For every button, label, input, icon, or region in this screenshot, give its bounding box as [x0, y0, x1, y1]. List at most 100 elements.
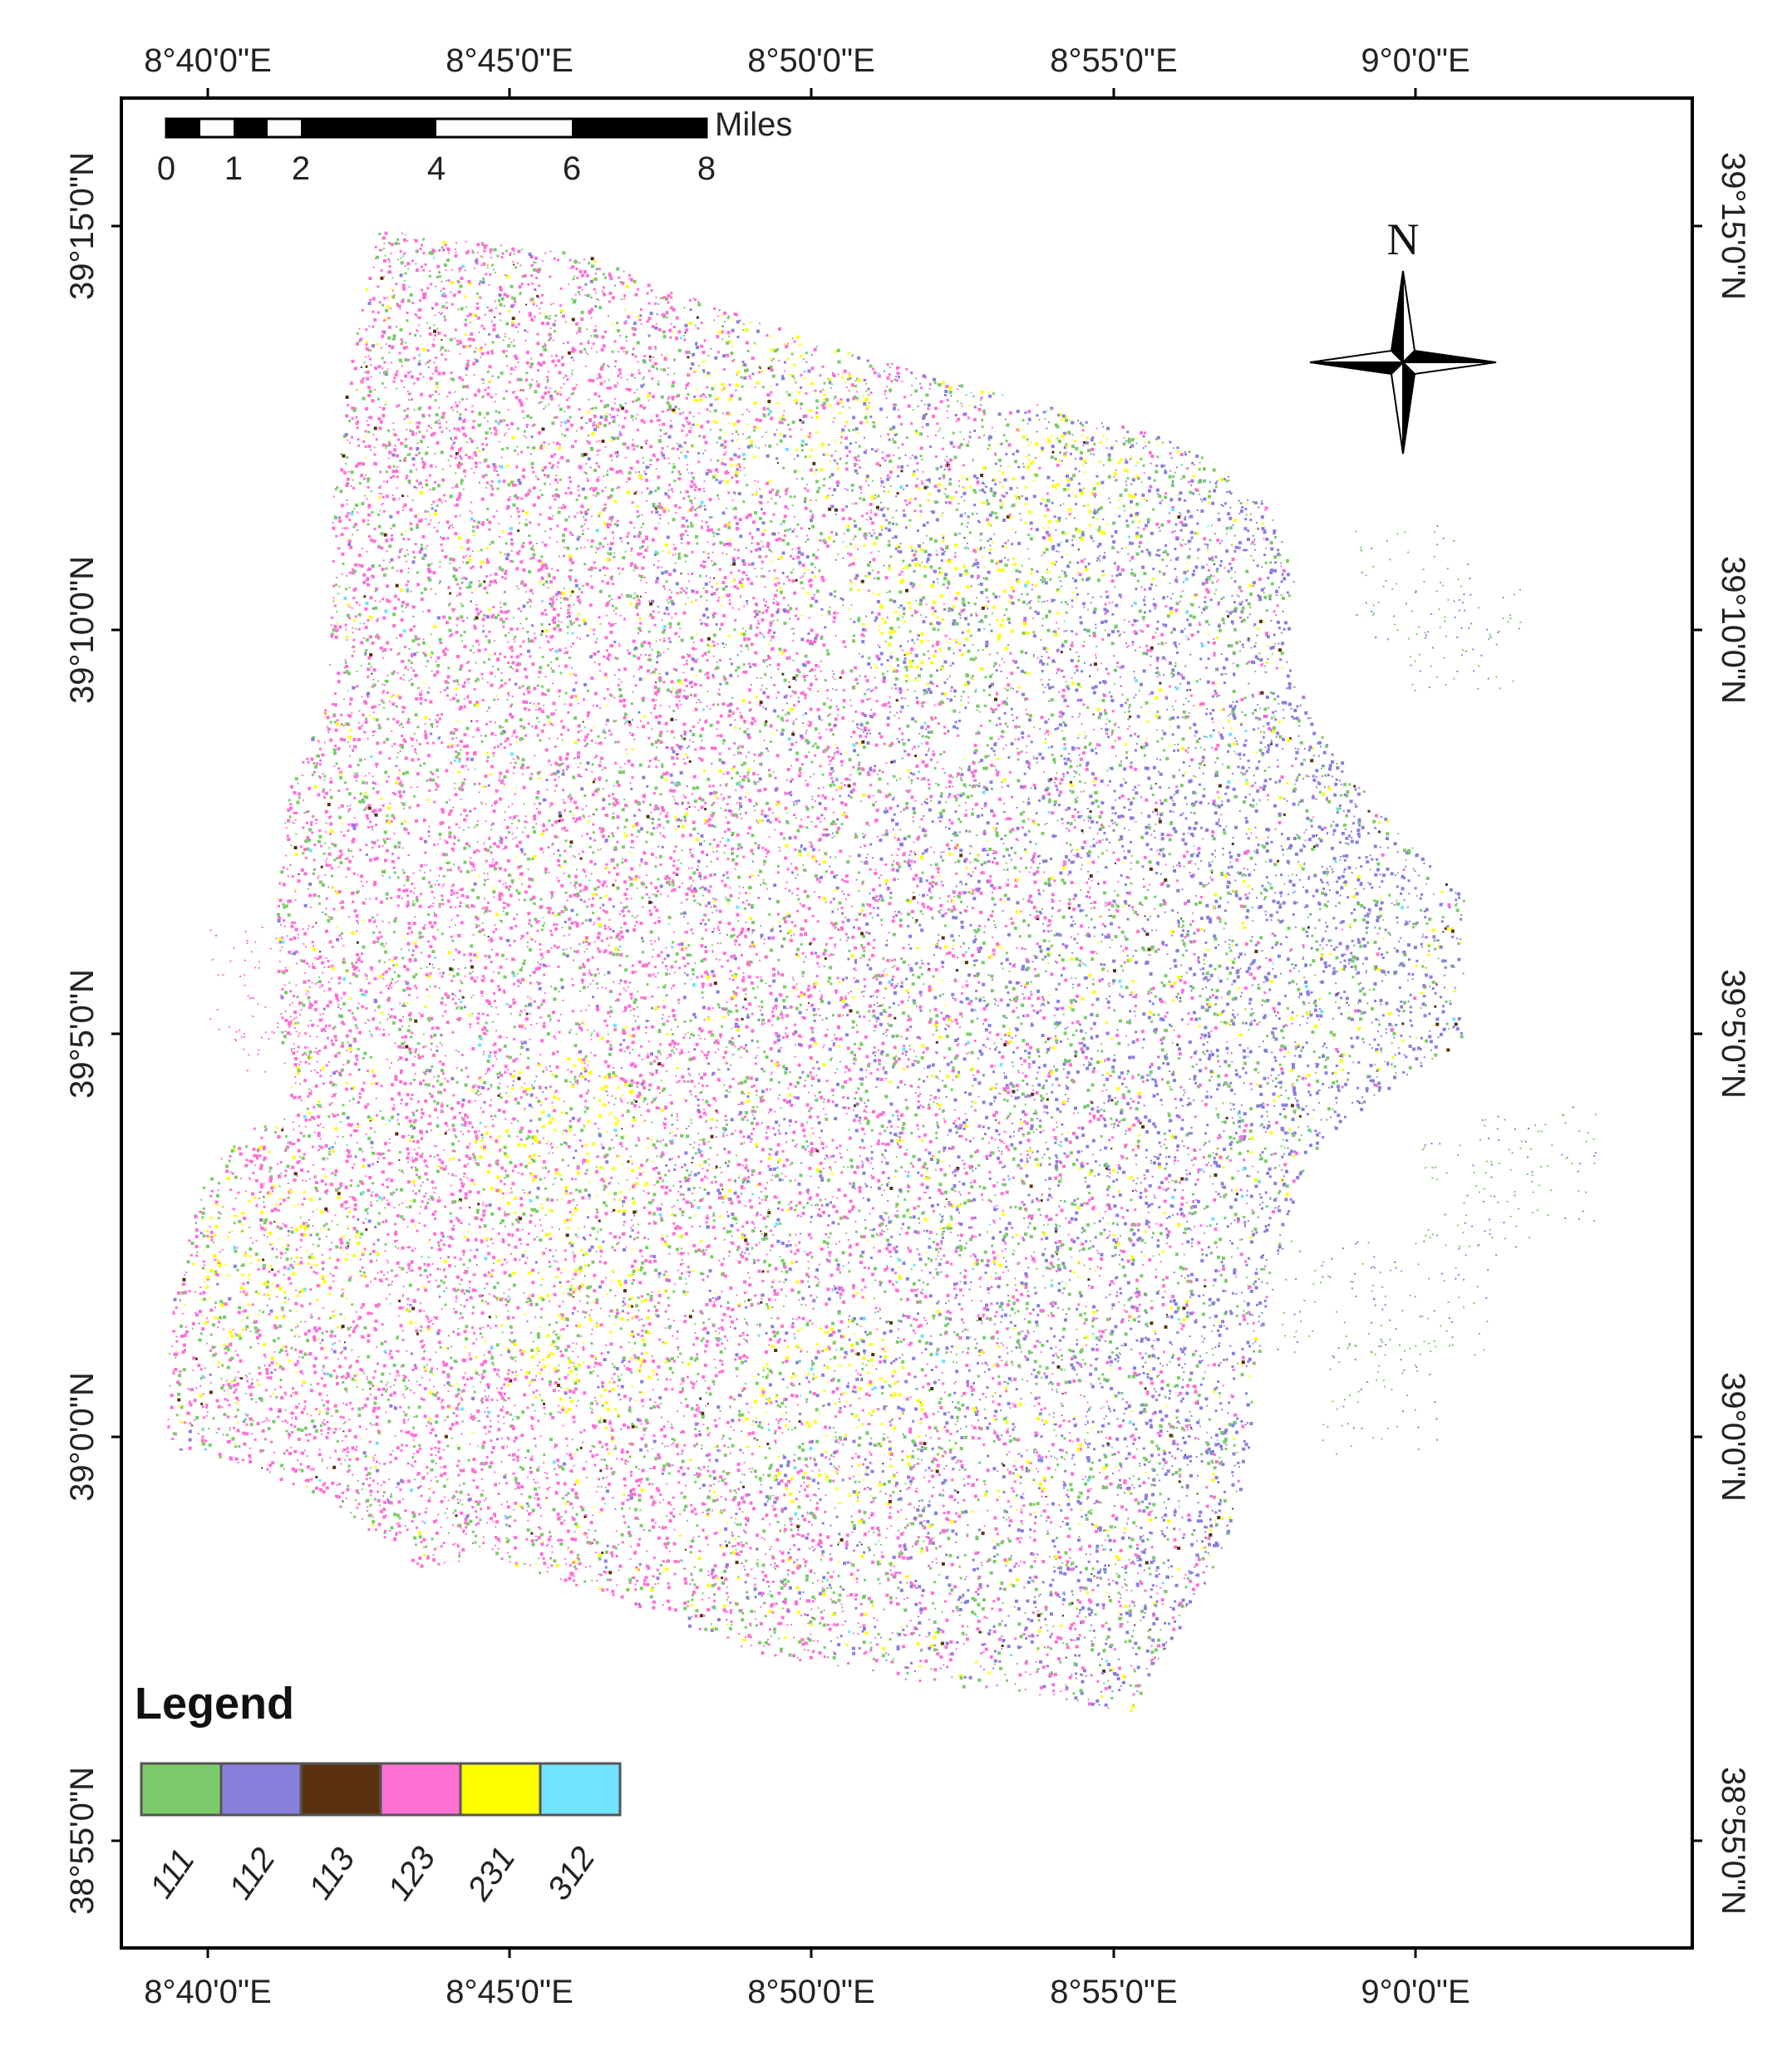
land-cover-pixel-123 — [795, 652, 799, 655]
land-cover-pixel-111 — [1249, 1013, 1253, 1017]
land-cover-pixel-111 — [491, 263, 494, 267]
land-cover-pixel-123 — [807, 1622, 810, 1625]
land-cover-pixel-112 — [1113, 1453, 1116, 1456]
land-cover-pixel-123 — [374, 245, 377, 248]
land-cover-pixel-112 — [1085, 1240, 1088, 1243]
land-cover-pixel-123 — [706, 676, 710, 680]
land-cover-pixel-231 — [825, 1365, 830, 1370]
land-cover-pixel-123 — [992, 1400, 995, 1404]
land-cover-pixel-112 — [839, 1296, 841, 1299]
land-cover-pixel-112 — [693, 1173, 697, 1177]
land-cover-pixel-123 — [387, 1178, 390, 1179]
land-cover-pixel-123 — [578, 262, 580, 264]
land-cover-pixel-111 — [585, 1477, 588, 1478]
land-cover-pixel-111 — [521, 1410, 525, 1414]
land-cover-pixel-112 — [1281, 1168, 1283, 1171]
land-cover-pixel-112 — [1414, 870, 1416, 873]
land-cover-pixel-111 — [895, 523, 898, 526]
land-cover-pixel-112 — [1292, 1086, 1296, 1090]
land-cover-pixel-123 — [652, 893, 654, 896]
land-cover-pixel-123 — [851, 1457, 854, 1460]
land-cover-pixel-112 — [1162, 1458, 1166, 1462]
land-cover-pixel-123 — [419, 1485, 422, 1488]
land-cover-pixel-123 — [741, 901, 745, 904]
land-cover-pixel-112 — [1273, 633, 1276, 637]
land-cover-pixel-111 — [756, 1040, 759, 1043]
land-cover-pixel-111 — [367, 430, 371, 434]
land-cover-pixel-231 — [598, 1512, 600, 1514]
land-cover-pixel-123 — [416, 377, 420, 381]
land-cover-pixel-112 — [1169, 598, 1172, 600]
land-cover-pixel-112 — [1093, 926, 1096, 929]
land-cover-pixel-111 — [1154, 949, 1158, 953]
land-cover-pixel-111 — [1071, 1202, 1075, 1206]
land-cover-pixel-111 — [652, 1098, 657, 1102]
land-cover-pixel-113 — [395, 1132, 399, 1136]
land-cover-pixel-123 — [762, 1099, 766, 1102]
land-cover-pixel-111 — [674, 1214, 677, 1217]
land-cover-pixel-112 — [1356, 937, 1360, 941]
land-cover-pixel-231 — [984, 605, 987, 608]
land-cover-pixel-123 — [708, 1432, 711, 1434]
land-cover-pixel-123 — [1095, 1576, 1099, 1579]
land-cover-pixel-111 — [1218, 1392, 1221, 1394]
land-cover-pixel-111 — [416, 752, 418, 755]
land-cover-pixel-112 — [999, 1231, 1002, 1233]
land-cover-pixel-111 — [860, 800, 862, 803]
land-cover-pixel-123 — [450, 1423, 455, 1427]
land-cover-pixel-112 — [1069, 477, 1073, 481]
land-cover-pixel-112 — [1172, 593, 1174, 595]
land-cover-pixel-123 — [433, 1144, 436, 1147]
land-cover-pixel-123 — [513, 815, 517, 819]
land-cover-pixel-112 — [761, 937, 763, 939]
land-cover-pixel-123 — [337, 1135, 339, 1138]
land-cover-pixel-112 — [557, 848, 560, 852]
land-cover-pixel-112 — [1267, 1124, 1271, 1128]
land-cover-pixel-112 — [884, 490, 885, 493]
land-cover-pixel-111 — [864, 575, 867, 578]
land-cover-pixel-112 — [1292, 901, 1297, 905]
land-cover-pixel-111 — [508, 337, 510, 340]
land-cover-pixel-112 — [461, 1098, 465, 1102]
land-cover-pixel-123 — [616, 815, 620, 819]
land-cover-pixel-123 — [1180, 1196, 1184, 1200]
land-cover-pixel-123 — [651, 728, 653, 730]
land-cover-pixel-111 — [635, 399, 638, 402]
land-cover-pixel-231 — [1281, 666, 1283, 669]
land-cover-pixel-111 — [811, 1361, 815, 1365]
land-cover-pixel-231 — [1055, 438, 1057, 440]
land-cover-pixel-123 — [608, 871, 611, 874]
land-cover-pixel-231 — [645, 1182, 649, 1186]
land-cover-pixel-123 — [1102, 1606, 1105, 1610]
land-cover-pixel-112 — [1080, 1203, 1084, 1207]
land-cover-pixel-231 — [376, 1385, 378, 1387]
land-cover-pixel-112 — [1094, 496, 1096, 498]
land-cover-pixel-231 — [705, 553, 707, 555]
land-cover-pixel-111 — [920, 1547, 923, 1551]
land-cover-pixel-112 — [1096, 557, 1100, 560]
land-cover-pixel-123 — [936, 1051, 938, 1055]
land-cover-pixel-123 — [174, 1367, 178, 1371]
land-cover-pixel-123 — [722, 1312, 726, 1316]
land-cover-pixel-123 — [520, 937, 523, 940]
land-cover-pixel-123 — [961, 1625, 964, 1628]
land-cover-pixel-123 — [529, 1038, 531, 1040]
land-cover-pixel-111 — [919, 455, 923, 458]
land-cover-pixel-112 — [1407, 879, 1410, 883]
land-cover-pixel-123 — [404, 1035, 408, 1039]
land-cover-pixel-123 — [911, 748, 913, 750]
land-cover-pixel-123 — [285, 827, 288, 829]
land-cover-pixel-123 — [289, 990, 293, 993]
land-cover-pixel-123 — [347, 1247, 349, 1249]
land-cover-pixel-123 — [885, 762, 888, 764]
land-cover-pixel-123 — [314, 1486, 318, 1490]
land-cover-pixel-123 — [318, 829, 322, 832]
land-cover-pixel-111 — [616, 863, 619, 866]
land-cover-pixel-112 — [1248, 892, 1251, 894]
land-cover-pixel-231 — [357, 1232, 360, 1236]
land-cover-pixel-123 — [534, 256, 538, 260]
land-cover-pixel-123 — [727, 491, 731, 494]
land-cover-pixel-123 — [382, 414, 386, 418]
land-cover-pixel-123 — [702, 1512, 704, 1513]
land-cover-pixel-123 — [490, 765, 495, 769]
